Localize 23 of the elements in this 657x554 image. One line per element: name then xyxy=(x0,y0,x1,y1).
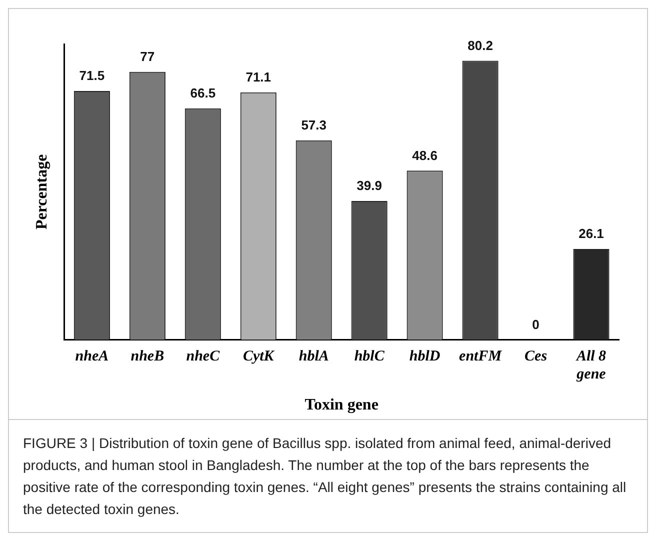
x-tick-label: hblD xyxy=(409,348,440,365)
x-tick-label: nheC xyxy=(186,348,221,365)
x-tick-label: CytK xyxy=(242,348,275,365)
y-axis-title: Percentage xyxy=(34,154,51,230)
x-tick-label: hblC xyxy=(354,348,386,365)
x-tick-label: nheA xyxy=(75,348,109,365)
data-label: 48.6 xyxy=(412,148,438,163)
x-tick-label: hblA xyxy=(298,348,329,365)
data-label: 57.3 xyxy=(301,117,327,132)
data-label: 0 xyxy=(532,316,540,332)
caption: FIGURE 3 | Distribution of toxin gene of Bacillus spp. isolated from animal feed, animal-derived products, and human stool in Bangladesh. The number at the top of the bars represents the positive rate of the corresponding toxin genes. “All eight genes” presents the strains containing all the detected toxin genes. xyxy=(23,434,628,519)
data-label: 80.2 xyxy=(468,38,493,53)
x-tick-label: All 8 gene xyxy=(575,348,607,383)
data-label: 26.1 xyxy=(578,226,604,242)
x-tick-label: nheB xyxy=(130,348,164,365)
data-label: 71.5 xyxy=(79,68,105,84)
data-label: 77 xyxy=(140,48,155,64)
data-label: 71.1 xyxy=(246,69,272,84)
data-label: 39.9 xyxy=(356,178,382,194)
x-axis-title: Toxin gene xyxy=(304,396,378,414)
data-label: 66.5 xyxy=(190,85,216,100)
x-tick-label: Ces xyxy=(524,348,548,365)
x-tick-label: entFM xyxy=(459,348,502,365)
